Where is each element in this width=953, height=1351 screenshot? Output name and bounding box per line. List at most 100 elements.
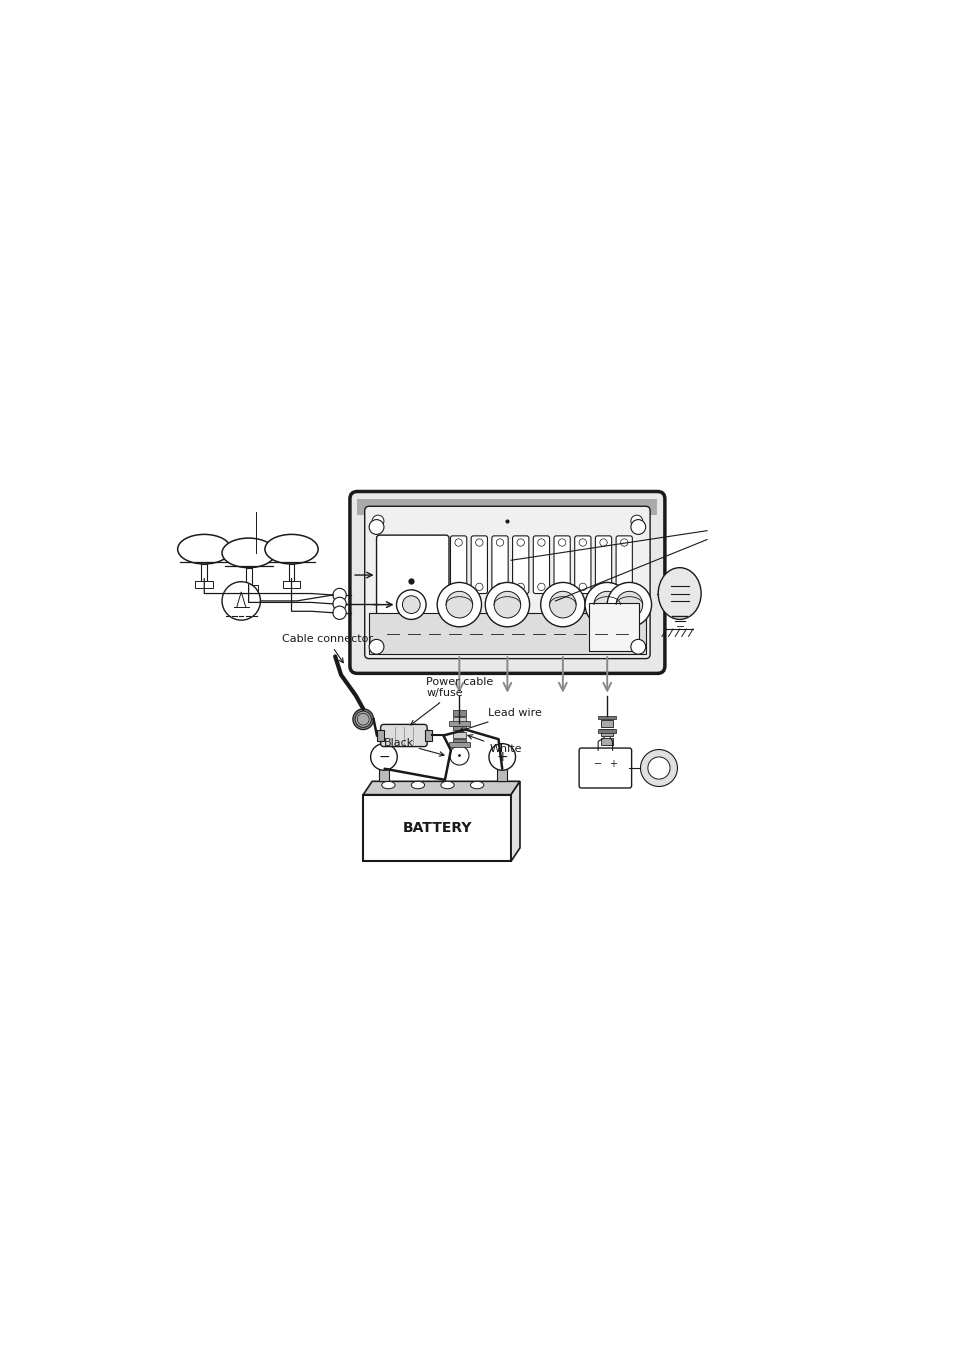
Circle shape [558,584,565,590]
FancyBboxPatch shape [616,536,632,593]
Text: White: White [468,735,521,754]
Bar [497,770,507,781]
Circle shape [594,592,619,617]
Circle shape [496,584,503,590]
Circle shape [647,757,669,780]
Circle shape [639,750,677,786]
Bar [288,563,294,582]
Bar [357,499,657,515]
Bar [239,585,257,592]
Circle shape [599,539,606,546]
Circle shape [396,590,426,619]
Circle shape [630,515,642,527]
Bar [195,581,213,588]
Bar [282,581,300,588]
Circle shape [413,539,420,546]
Text: +: + [608,759,617,770]
Circle shape [616,592,642,617]
Circle shape [370,743,396,770]
Bar [453,739,465,746]
Circle shape [455,539,462,546]
Bar [453,717,465,723]
Text: −: − [594,759,601,770]
FancyBboxPatch shape [429,536,446,593]
Circle shape [402,596,419,613]
Bar [453,732,465,738]
Circle shape [517,539,524,546]
FancyBboxPatch shape [512,536,528,593]
FancyBboxPatch shape [578,748,631,788]
Bar [201,563,207,582]
Polygon shape [363,781,519,794]
FancyBboxPatch shape [554,536,570,593]
Circle shape [434,539,441,546]
FancyBboxPatch shape [409,536,425,593]
FancyBboxPatch shape [471,536,487,593]
Bar [369,613,645,654]
FancyBboxPatch shape [574,536,590,593]
Ellipse shape [658,567,700,619]
Circle shape [578,584,586,590]
Ellipse shape [381,781,395,789]
Circle shape [630,520,645,535]
Text: −: − [377,750,390,763]
Circle shape [549,592,576,617]
Ellipse shape [177,535,231,563]
FancyBboxPatch shape [350,492,664,673]
FancyBboxPatch shape [533,536,549,593]
Circle shape [222,582,260,620]
Bar [424,730,432,742]
Circle shape [584,582,629,627]
Circle shape [578,539,586,546]
Ellipse shape [222,538,275,567]
Circle shape [333,597,346,611]
Circle shape [599,584,606,590]
Bar [449,742,469,747]
Circle shape [446,592,472,617]
Circle shape [537,539,544,546]
Bar [449,721,469,725]
Text: Power cable
w/fuse: Power cable w/fuse [411,677,493,725]
Bar [453,709,465,716]
Bar [363,794,511,861]
Circle shape [449,746,469,765]
Circle shape [455,584,462,590]
Text: Lead wire: Lead wire [458,708,541,732]
Circle shape [333,588,346,601]
Circle shape [369,520,383,535]
FancyBboxPatch shape [450,536,466,593]
Text: +: + [496,750,508,763]
FancyBboxPatch shape [376,535,449,615]
Ellipse shape [411,781,424,789]
Bar [600,728,613,736]
Circle shape [488,743,515,770]
FancyBboxPatch shape [364,507,649,658]
Circle shape [434,584,441,590]
Circle shape [630,639,645,654]
Bar [246,567,252,586]
Ellipse shape [440,781,454,789]
Circle shape [537,584,544,590]
Bar [376,730,384,742]
Ellipse shape [470,781,483,789]
Circle shape [355,711,371,727]
Circle shape [517,584,524,590]
Circle shape [476,584,482,590]
Circle shape [540,582,584,627]
Bar [600,738,613,746]
Circle shape [496,539,503,546]
Circle shape [558,539,565,546]
Text: BATTERY: BATTERY [402,821,472,835]
Bar [600,720,613,727]
Circle shape [606,582,651,627]
Circle shape [333,607,346,619]
Bar [378,770,389,781]
Circle shape [619,584,627,590]
Bar [453,724,465,731]
FancyBboxPatch shape [492,536,508,593]
Circle shape [436,582,481,627]
Circle shape [476,539,482,546]
Text: Black: Black [383,738,443,757]
Bar [588,603,639,651]
Circle shape [485,582,529,627]
